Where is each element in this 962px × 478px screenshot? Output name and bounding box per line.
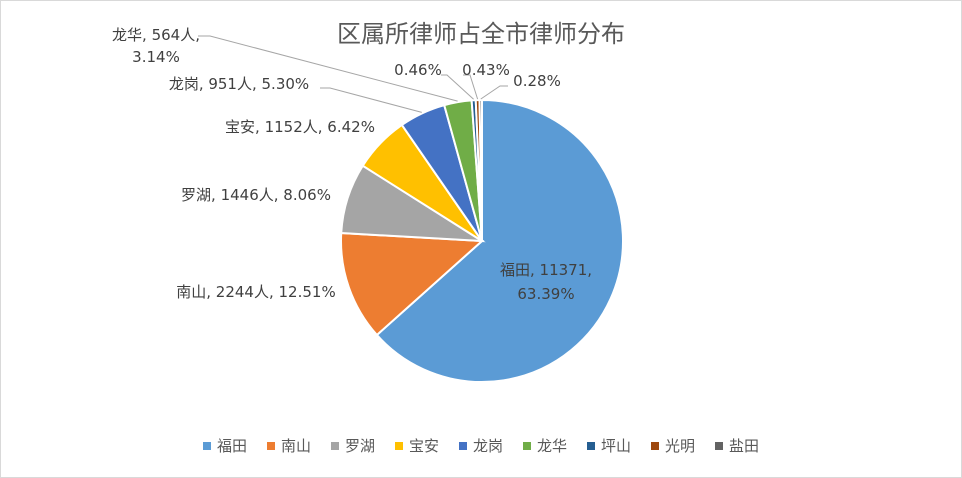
legend-label-4: 宝安	[409, 437, 439, 455]
chart-title: 区属所律师占全市律师分布	[337, 20, 625, 48]
data-label-line: 龙岗, 951人, 5.30%	[169, 75, 309, 93]
data-label-2: 南山, 2244人, 12.51%	[176, 283, 335, 301]
legend-label-6: 龙华	[537, 437, 567, 455]
legend-swatch-3	[331, 442, 339, 450]
data-label-line: 0.43%	[462, 61, 510, 79]
leader-line-5	[320, 87, 422, 113]
legend-label-1: 福田	[217, 437, 247, 455]
leader-line-9	[480, 85, 508, 100]
legend-swatch-4	[395, 442, 403, 450]
legend-swatch-7	[587, 442, 595, 450]
data-label-line: 3.14%	[132, 48, 180, 66]
pie-slice-2	[340, 231, 485, 337]
data-label-9: 0.28%	[513, 72, 561, 90]
legend-label-7: 坪山	[601, 437, 631, 455]
data-label-1: 福田, 11371, 63.39%	[500, 261, 592, 303]
legend-label-5: 龙岗	[473, 437, 503, 455]
leader-line-8	[463, 74, 479, 100]
legend-swatch-2	[267, 442, 275, 450]
data-label-4: 宝安, 1152人, 6.42%	[225, 118, 375, 136]
legend-swatch-9	[715, 442, 723, 450]
leader-lines	[198, 35, 508, 113]
data-label-8: 0.43%	[462, 61, 510, 79]
data-label-line: 罗湖, 1446人, 8.06%	[181, 186, 331, 204]
data-label-5: 龙岗, 951人, 5.30%	[169, 75, 309, 93]
legend-label-2: 南山	[281, 437, 311, 455]
data-label-7: 0.46%	[394, 61, 442, 79]
legend-swatch-6	[523, 442, 531, 450]
data-label-line: 0.28%	[513, 72, 561, 90]
data-label-line: 福田, 11371,	[500, 261, 592, 279]
legend-label-3: 罗湖	[345, 437, 375, 455]
legend-label-9: 盐田	[729, 437, 759, 455]
data-label-line: 南山, 2244人, 12.51%	[176, 283, 335, 301]
data-label-6: 龙华, 564人, 3.14%	[112, 26, 200, 66]
data-label-line: 0.46%	[394, 61, 442, 79]
legend: 福田 南山 罗湖 宝安 龙岗 龙华 坪山 光明 盐田	[203, 437, 759, 455]
legend-swatch-8	[651, 442, 659, 450]
data-label-line: 63.39%	[517, 285, 574, 303]
legend-swatch-1	[203, 442, 211, 450]
data-labels: 福田, 11371, 63.39% 南山, 2244人, 12.51% 罗湖, 144…	[112, 26, 592, 303]
data-label-line: 宝安, 1152人, 6.42%	[225, 118, 375, 136]
legend-label-8: 光明	[665, 437, 695, 455]
legend-swatch-5	[459, 442, 467, 450]
leader-line-6	[198, 35, 458, 102]
pie-slice-1	[375, 98, 624, 383]
pie-slice-9	[478, 98, 483, 242]
pie-slices	[340, 98, 624, 383]
leader-line-7	[441, 74, 474, 100]
data-label-line: 龙华, 564人,	[112, 26, 200, 44]
data-label-3: 罗湖, 1446人, 8.06%	[181, 186, 331, 204]
